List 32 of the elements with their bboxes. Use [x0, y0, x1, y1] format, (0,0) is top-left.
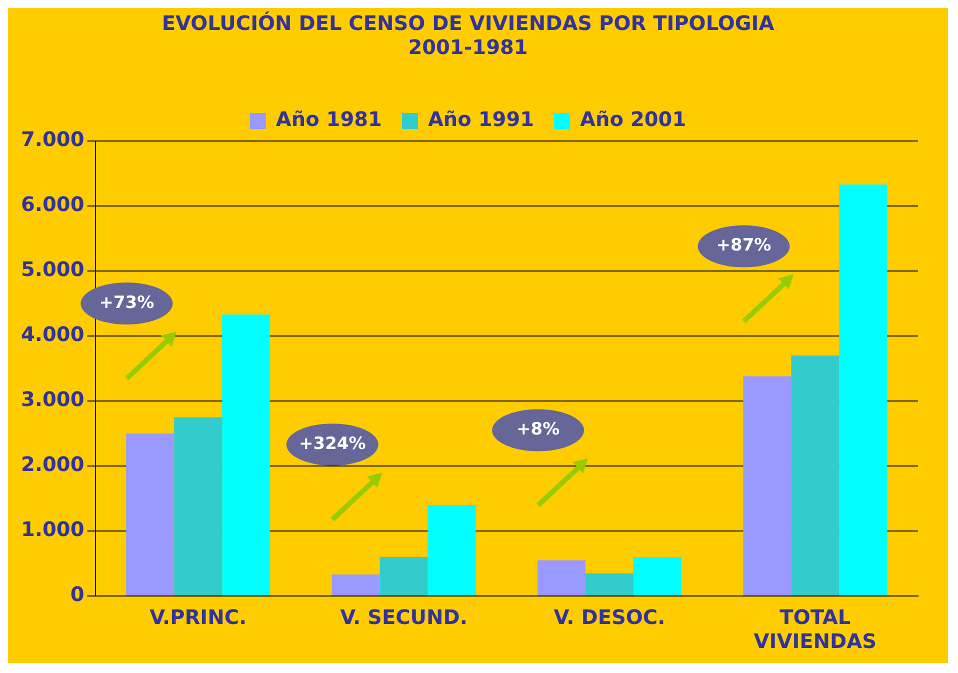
bar	[126, 434, 174, 596]
y-tick-label: 1.000	[20, 517, 84, 542]
y-tick-label: 5.000	[20, 257, 84, 282]
y-tick-label: 4.000	[20, 322, 84, 346]
legend-label: Año 1991	[428, 107, 534, 132]
bar	[537, 560, 586, 596]
annotation: +8%	[516, 420, 560, 440]
x-tick-label: V. SECUND.	[340, 605, 468, 630]
bar	[633, 557, 682, 596]
y-tick-label: 7.000	[20, 127, 84, 152]
bar	[174, 417, 222, 596]
bar	[380, 557, 428, 596]
y-tick-label: 6.000	[20, 192, 84, 216]
bar	[428, 505, 476, 596]
bar	[585, 573, 634, 596]
bar	[791, 356, 840, 596]
annotation: +324%	[298, 434, 366, 454]
legend-label: Año 1981	[276, 107, 382, 132]
x-tick-label: TOTAL VIVIENDAS	[754, 605, 877, 654]
bar	[222, 314, 270, 596]
x-tick-label: V.PRINC.	[150, 605, 247, 630]
y-tick-label: 0	[70, 582, 84, 606]
x-tick-label: V. DESOC.	[554, 605, 666, 630]
bar	[839, 184, 888, 596]
bar	[332, 574, 380, 596]
annotation: +87%	[716, 236, 772, 256]
annotation: +73%	[99, 292, 154, 313]
y-tick-label: 2.000	[20, 452, 84, 476]
y-tick-label: 3.000	[20, 387, 84, 412]
legend-label: Año 2001	[580, 107, 686, 132]
bar	[743, 376, 792, 596]
chart-title: EVOLUCIÓN DEL CENSO DE VIVIENDAS POR TIPOLOGIA 2001-1981	[162, 11, 775, 60]
